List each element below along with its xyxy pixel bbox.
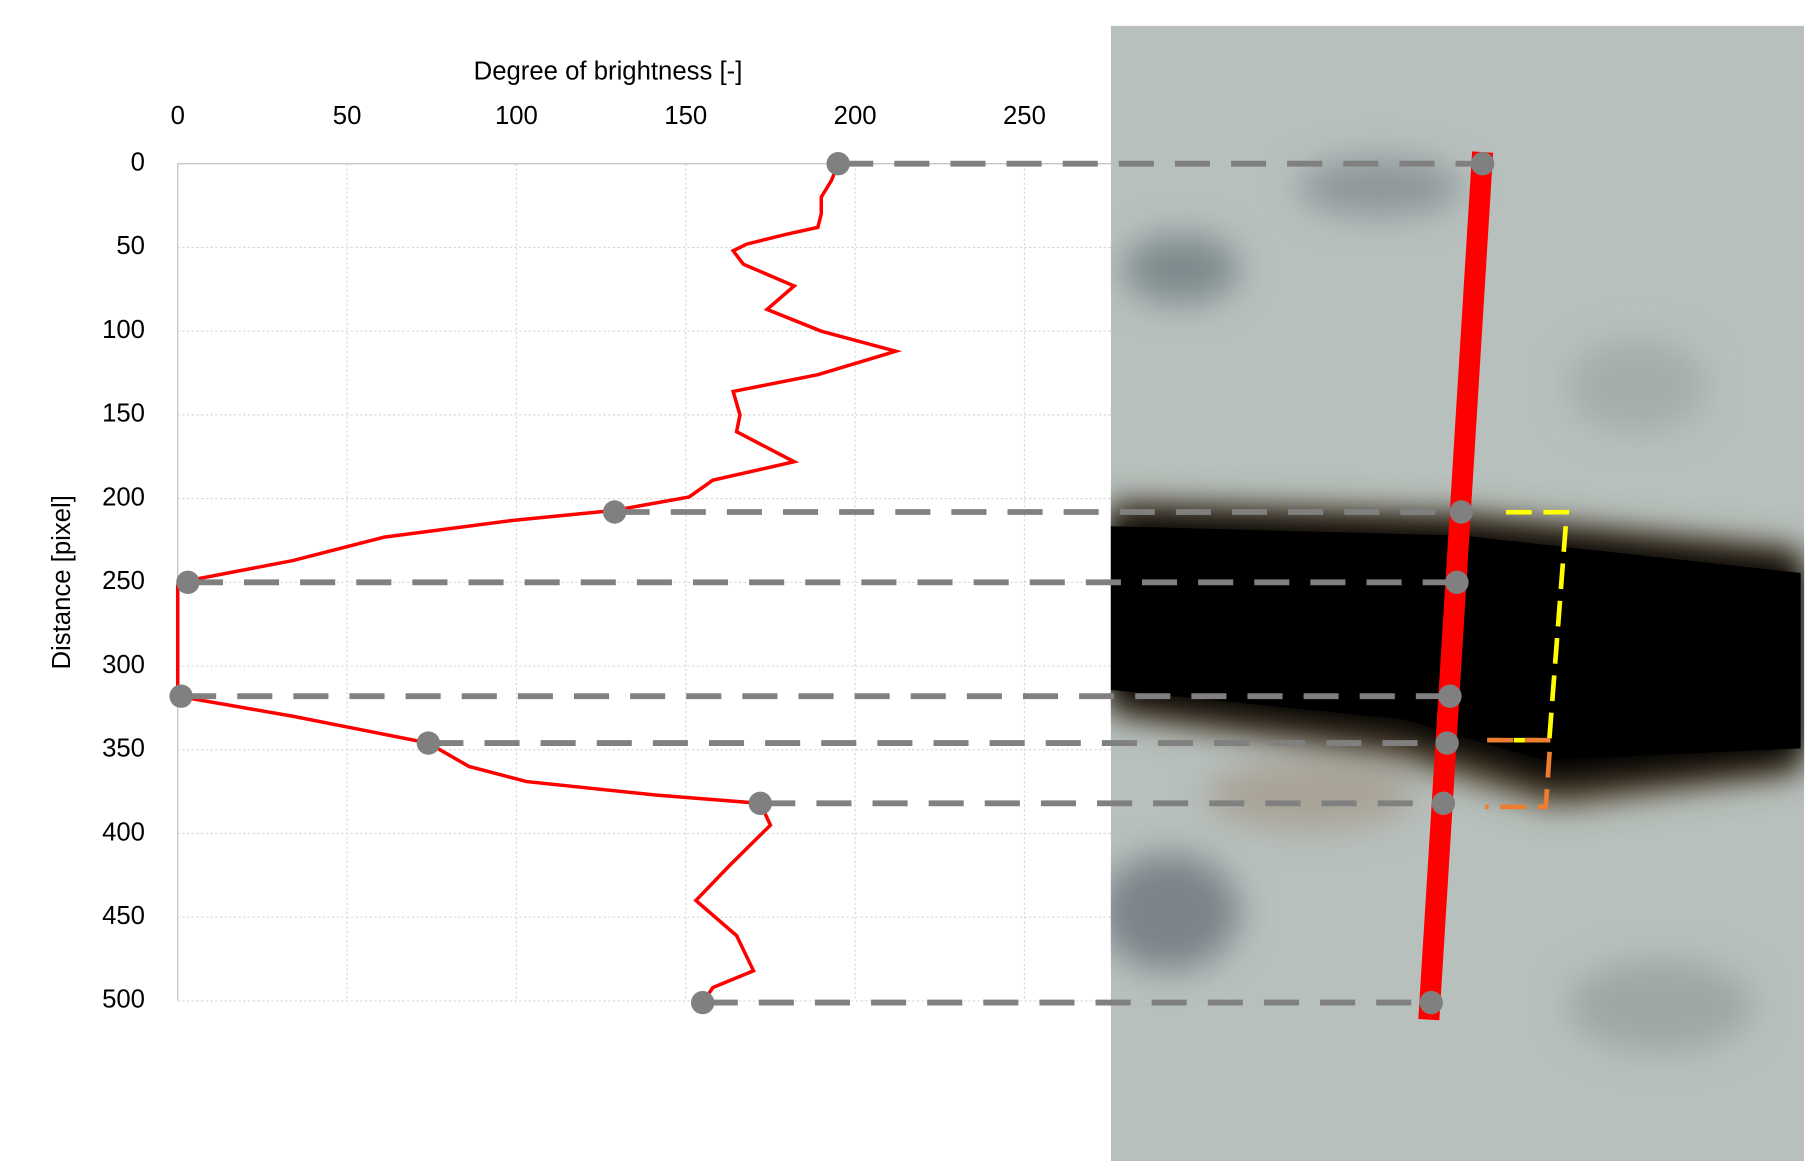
bar-marker [1435, 731, 1459, 755]
marker [169, 684, 193, 708]
bracket-yellow [1487, 509, 1570, 743]
marker [416, 731, 441, 755]
bar-marker [1470, 152, 1495, 176]
x-tick-label: 100 [495, 102, 538, 130]
x-tick-label: 250 [1003, 102, 1046, 130]
marker [176, 570, 200, 595]
marker [748, 791, 772, 816]
bar-marker [1431, 791, 1456, 816]
marker [691, 990, 715, 1015]
y-tick-label: 0 [131, 149, 145, 177]
connectors [169, 152, 1495, 1015]
y-tick-label: 250 [102, 567, 145, 595]
y-tick-label: 150 [102, 400, 145, 428]
y-tick-label: 300 [102, 651, 145, 679]
y-tick-label: 450 [102, 902, 145, 930]
marker [826, 152, 850, 176]
x-axis-title: Degree of brightness [-] [474, 57, 743, 85]
y-tick-label: 350 [102, 735, 145, 763]
bar-marker [1438, 684, 1462, 708]
bar-marker [1419, 990, 1443, 1015]
bar-marker [1445, 570, 1469, 595]
y-axis-title: Distance [pixel] [48, 495, 76, 669]
y-tick-label: 50 [116, 232, 145, 260]
bracket-orange [1484, 737, 1553, 810]
plot-area: 0 50 100 150 200 250 0 50 100 150 200 250 300 350 400 4… [102, 102, 1194, 1014]
x-tick-label: 150 [664, 102, 707, 130]
marker [602, 500, 627, 524]
bar-marker [1449, 500, 1473, 524]
y-tick-label: 100 [102, 316, 145, 344]
y-tick-label: 500 [102, 986, 145, 1014]
x-tick-label: 0 [171, 102, 185, 130]
x-tick-label: 50 [333, 102, 362, 130]
y-tick-label: 400 [102, 818, 145, 846]
x-tick-label: 200 [834, 102, 877, 130]
y-tick-label: 200 [102, 483, 145, 511]
